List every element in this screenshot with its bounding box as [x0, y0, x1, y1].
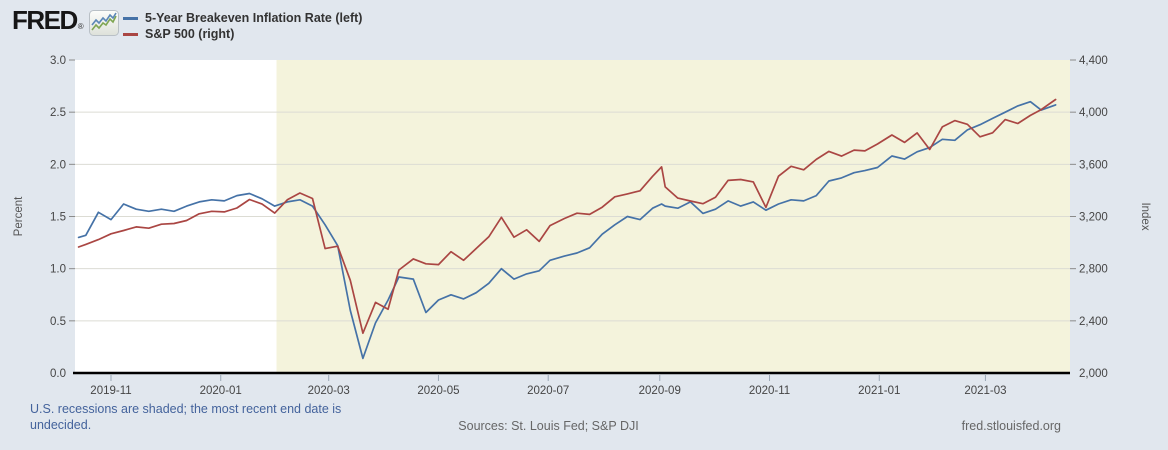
- legend-label-sp500: S&P 500 (right): [145, 27, 235, 41]
- right-axis-title: Index: [1139, 202, 1151, 230]
- legend-swatch-sp500: [123, 32, 138, 36]
- left-axis-tick-label: 2.5: [50, 107, 66, 119]
- recession-note: U.S. recessions are shaded; the most rec…: [30, 402, 342, 432]
- x-axis-tick-label: 2021-01: [858, 385, 900, 397]
- left-axis-tick-label: 3.0: [50, 55, 66, 67]
- chart-canvas: 3.0 2.5 2.0 1.5 1.0 0.5 0.0 4,400 4,000 3,600 3,20…: [13, 55, 1151, 397]
- x-axis-tick-label: 2020-05: [417, 385, 459, 397]
- series-line-sp500: [77, 98, 1057, 335]
- x-axis-tick-label: 2020-07: [527, 385, 569, 397]
- x-axis-tick-label: 2020-01: [200, 385, 242, 397]
- right-axis-tick-label: 3,600: [1079, 159, 1108, 171]
- right-axis-tick-label: 4,400: [1079, 55, 1108, 67]
- fred-logo-text: FRED: [12, 5, 78, 35]
- right-axis-tick-label: 2,400: [1079, 316, 1108, 328]
- series-line-breakeven: [77, 100, 1057, 360]
- right-axis-tick-label: 2,000: [1079, 368, 1108, 380]
- right-axis-tick-label: 3,200: [1079, 212, 1108, 224]
- legend-item-sp500: S&P 500 (right): [123, 26, 362, 42]
- left-axis-tick-label: 1.0: [50, 264, 66, 276]
- legend-swatch-breakeven: [123, 16, 138, 20]
- left-axis-tick-label: 1.5: [50, 212, 66, 224]
- x-axis-tick-label: 2020-03: [308, 385, 350, 397]
- chart-legend: 5-Year Breakeven Inflation Rate (left) S…: [123, 10, 362, 42]
- legend-item-breakeven: 5-Year Breakeven Inflation Rate (left): [123, 10, 362, 26]
- sparkline-chart-icon: [88, 10, 119, 41]
- right-axis-tick-label: 2,800: [1079, 264, 1108, 276]
- x-axis-tick-label: 2021-03: [964, 385, 1006, 397]
- right-axis-tick-label: 4,000: [1079, 107, 1108, 119]
- x-axis-tick-label: 2020-11: [749, 385, 790, 397]
- fred-site-url: fred.stlouisfed.org: [961, 419, 1061, 433]
- legend-label-breakeven: 5-Year Breakeven Inflation Rate (left): [145, 11, 363, 25]
- left-axis-tick-label: 2.0: [50, 159, 66, 171]
- left-axis-tick-label: 0.0: [50, 368, 66, 380]
- left-axis-tick-label: 0.5: [50, 316, 66, 328]
- fred-chart: 3.0 2.5 2.0 1.5 1.0 0.5 0.0 4,400 4,000 3,600 3,20…: [0, 52, 1168, 397]
- sources-text: Sources: St. Louis Fed; S&P DJI: [458, 419, 639, 433]
- x-axis-tick-label: 2019-11: [90, 385, 131, 397]
- registered-trademark: ®: [77, 22, 84, 31]
- fred-logo: FRED ®: [12, 5, 119, 41]
- left-axis-title: Percent: [13, 196, 25, 236]
- x-axis-tick-label: 2020-09: [639, 385, 681, 397]
